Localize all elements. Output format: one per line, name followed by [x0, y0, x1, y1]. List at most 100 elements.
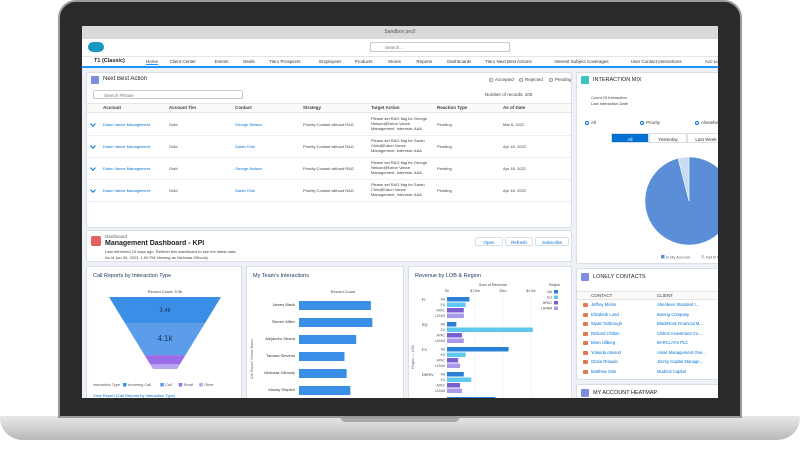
column-header: Strategy: [303, 105, 322, 110]
legend-label: APAC: [543, 301, 553, 305]
nav-tab[interactable]: User Contact Interactions: [630, 59, 682, 64]
filter-radio[interactable]: [489, 78, 493, 82]
card-title: Call Reports by Interaction Type: [93, 273, 172, 279]
x-tick-label: $1.5m: [470, 289, 480, 293]
nav-tab[interactable]: Dashboards: [447, 59, 472, 64]
report-link[interactable]: View Report (Call Reports by Interaction…: [93, 393, 176, 398]
link-cell[interactable]: Gloria Rosado: [591, 359, 618, 364]
link-cell[interactable]: George Nelson: [235, 166, 262, 171]
x-tick-label: $4.5m: [526, 289, 536, 293]
link-cell[interactable]: Asset Management One...: [657, 349, 706, 355]
link-cell[interactable]: Eaton Vance Management: [103, 122, 151, 127]
x-tick-label: $0: [445, 289, 449, 293]
app-name: T1 (Classic): [94, 58, 125, 64]
legend-title: Interaction Type: [93, 383, 120, 387]
link-cell[interactable]: Mudrick Capital: [657, 368, 686, 374]
filter-label[interactable]: Accepted: [495, 77, 514, 82]
search-phrase[interactable]: Search Phrase: [93, 90, 243, 99]
link-cell[interactable]: Eaton Vance Management: [103, 188, 151, 193]
option-label[interactable]: All: [591, 120, 597, 125]
dashboard-button[interactable]: Subscribe: [535, 237, 569, 246]
nav-tab[interactable]: Deals: [243, 59, 255, 64]
link-cell[interactable]: Eaton Vance Management: [103, 166, 151, 171]
link-cell[interactable]: Eaton Vance Management: [103, 144, 151, 149]
filter-label[interactable]: Pending: [555, 77, 572, 82]
link-cell[interactable]: Aberdeen Standard I...: [657, 302, 700, 307]
category-label: Steven Miller: [272, 319, 296, 324]
legend-swatch: [661, 255, 665, 259]
link-cell[interactable]: Richard Chilton: [591, 330, 620, 336]
card-title: Revenue by LOB & Region: [415, 273, 482, 279]
link-cell[interactable]: BlackRock Financial M...: [657, 321, 703, 326]
search-box[interactable]: Search...: [370, 42, 510, 52]
option-radio[interactable]: [695, 121, 699, 125]
account-heatmap: MY ACCOUNT HEATMAPCLIENTTIER: [576, 384, 718, 398]
link-cell[interactable]: Yolanda Atwood: [591, 349, 621, 355]
option-radio[interactable]: [640, 121, 644, 125]
region-label: LATAM: [435, 314, 445, 318]
nav-tab[interactable]: Acc-List Entries: [704, 59, 718, 64]
link-cell[interactable]: Jeffrey Morris: [591, 302, 617, 307]
panel-icon: [581, 389, 589, 397]
table-cell: Priority Contact without RAG: [303, 166, 354, 171]
link-cell[interactable]: Boeing Company: [657, 311, 690, 317]
nav-tab[interactable]: Events: [214, 59, 229, 64]
nav-tab[interactable]: Client Center: [169, 59, 196, 64]
link-cell[interactable]: Brian Ullberg: [591, 340, 616, 345]
group-label: FI: [422, 298, 425, 302]
legend-label: NA: [547, 290, 553, 294]
link-cell[interactable]: Jimmy Capital Manage...: [657, 359, 704, 364]
link-cell[interactable]: Chilton Investment Co...: [657, 330, 702, 336]
logo: [88, 42, 104, 52]
contact-icon: [583, 341, 588, 345]
filter-label[interactable]: Rejected: [525, 77, 543, 82]
bar: [299, 369, 347, 378]
link-cell[interactable]: Elizabeth Lund: [591, 311, 619, 317]
tab[interactable]: Yesterday: [649, 133, 687, 143]
legend-label: Incoming Call: [128, 383, 151, 387]
screen: Sandbox pro2 Search... T1 (Classic) Home Cli…: [82, 26, 718, 398]
revenue-card: Revenue by LOB & Region Sum of Revenue $0 $…: [408, 266, 572, 398]
column-header: Reaction Type: [437, 105, 468, 110]
contact-icon: [583, 303, 588, 307]
bar: [447, 377, 472, 382]
link-cell[interactable]: BARCLAYS PLC: [657, 340, 689, 345]
category-label: James Black: [272, 302, 295, 307]
filter-radio[interactable]: [519, 78, 523, 82]
panel-icon: [581, 76, 589, 84]
link-cell[interactable]: Sarah Chin: [235, 188, 256, 193]
link-cell[interactable]: George Nelson: [235, 122, 262, 127]
nav-tab[interactable]: Products: [354, 59, 373, 64]
nav-tab[interactable]: Tier1 Prospects: [269, 59, 301, 64]
link-cell[interactable]: Matthew Sink: [591, 368, 617, 374]
category-label: Nicholas Gilhooly: [264, 370, 295, 375]
nav-tab[interactable]: Home: [146, 59, 159, 65]
nav-tab[interactable]: Reports: [416, 59, 433, 64]
table-cell: Pending: [437, 166, 452, 171]
tab[interactable]: All: [611, 133, 649, 143]
table-cell: Apr 18, 2022: [503, 144, 526, 149]
link-cell[interactable]: Wyatt Yarbrough: [591, 321, 622, 326]
option-label[interactable]: Alsewhere: [701, 120, 718, 125]
nav-tab[interactable]: Stores: [388, 59, 402, 64]
measure: Count Of Interaction: [591, 95, 627, 100]
table-cell: Apr 18, 2022: [503, 166, 526, 171]
nav-tab[interactable]: Interest Subject Coverages: [554, 59, 609, 64]
table-cell: Gold: [169, 144, 178, 149]
option-label[interactable]: Priority: [646, 120, 661, 125]
bar: [299, 318, 373, 327]
nav-tab[interactable]: Employees: [319, 59, 342, 64]
table-cell: Please set RAG flag for Sarah Chin@Eaton…: [371, 182, 425, 197]
nav-tab[interactable]: Tier1 Next Best Actions: [485, 59, 532, 64]
filter-radio[interactable]: [549, 78, 553, 82]
dashboard-button[interactable]: Open: [475, 237, 503, 246]
region-label: NA: [441, 398, 446, 399]
option-radio[interactable]: [585, 121, 589, 125]
table-cell: Apr 18, 2022: [503, 188, 526, 193]
column-header: CLIENT: [657, 293, 674, 298]
tab[interactable]: Last Week: [687, 133, 718, 143]
link-cell[interactable]: Sarah Chin: [235, 144, 256, 149]
bar: [447, 352, 466, 357]
dashboard-button[interactable]: Refresh: [505, 237, 533, 246]
